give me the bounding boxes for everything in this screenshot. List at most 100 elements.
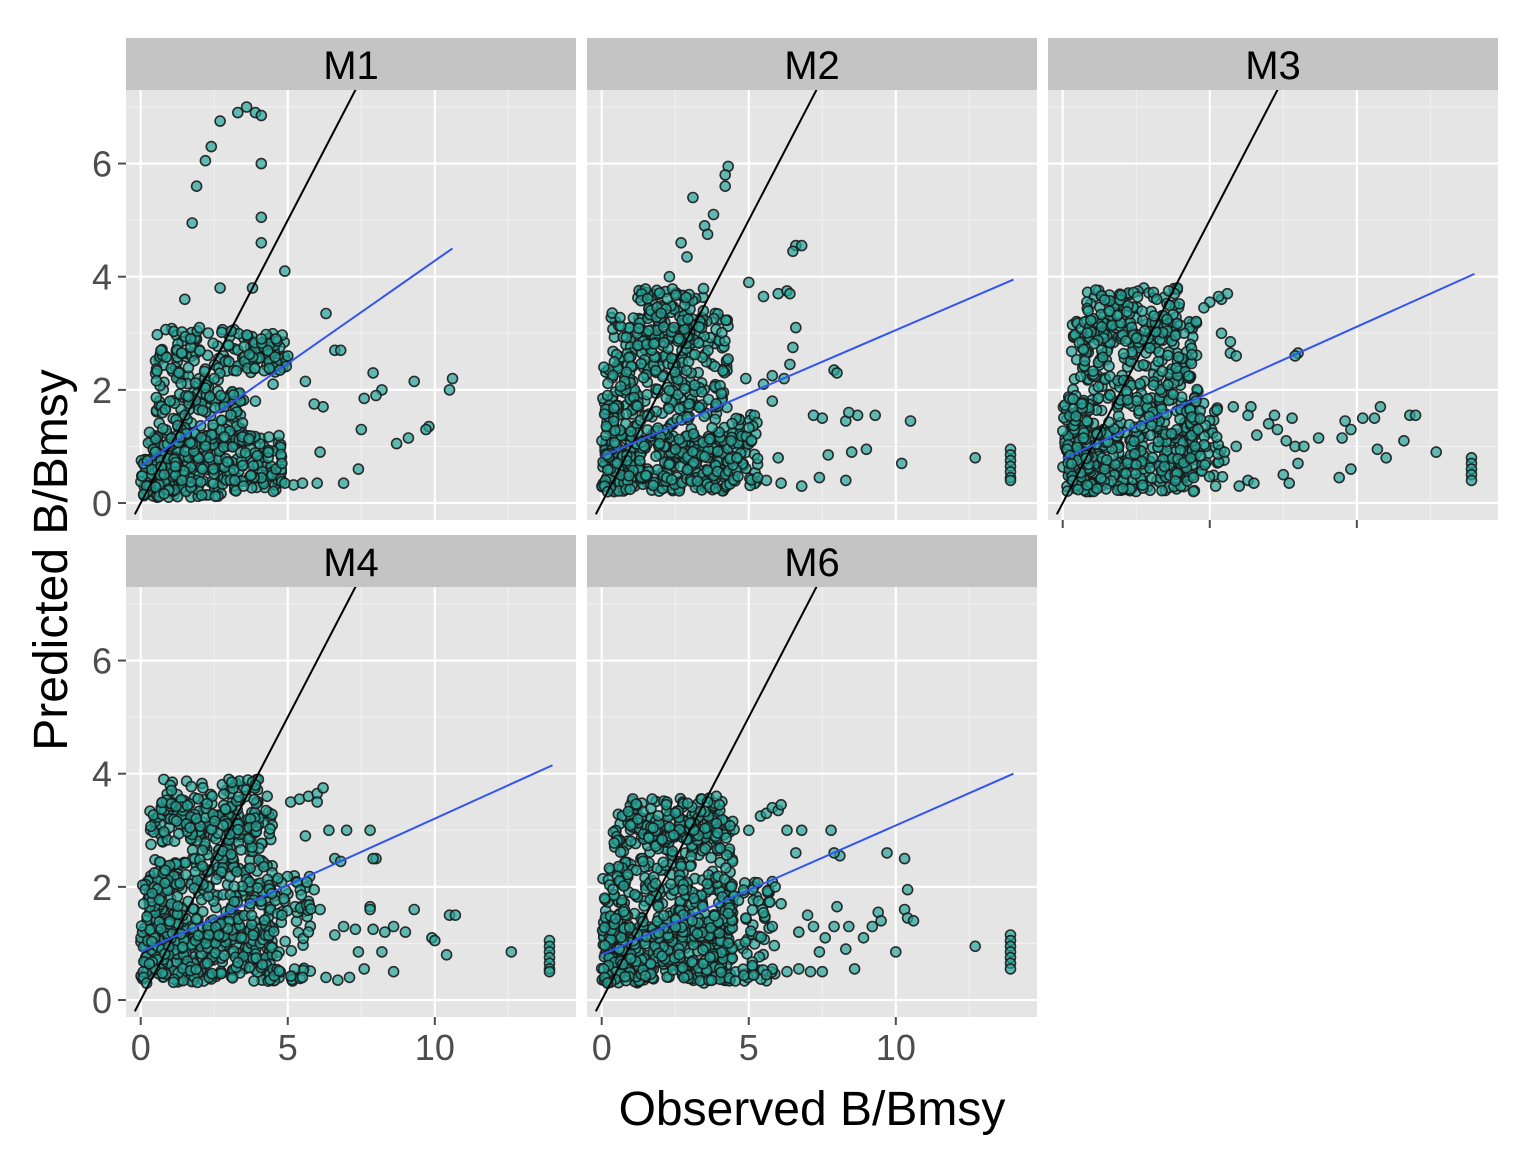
data-point	[1268, 409, 1281, 422]
data-point	[245, 909, 258, 922]
data-point	[697, 943, 709, 956]
data-point	[716, 326, 728, 339]
data-point	[1198, 301, 1210, 314]
data-point	[1336, 432, 1348, 444]
data-point	[232, 956, 244, 969]
data-point	[232, 106, 244, 119]
data-point	[267, 925, 280, 938]
data-point	[251, 882, 264, 894]
data-point	[261, 790, 274, 803]
data-point	[207, 419, 219, 431]
data-point	[839, 474, 852, 487]
data-point	[1211, 404, 1223, 416]
data-point	[866, 920, 879, 933]
data-point	[209, 490, 222, 503]
data-point	[637, 855, 649, 868]
data-point	[825, 824, 837, 837]
data-point	[1333, 471, 1345, 484]
data-point	[227, 389, 240, 401]
data-point	[258, 914, 271, 926]
data-point	[1398, 434, 1410, 447]
data-point	[1194, 412, 1206, 425]
data-point	[1182, 370, 1195, 382]
data-point	[1156, 365, 1168, 378]
data-point	[408, 903, 421, 916]
data-point	[1103, 305, 1116, 317]
data-point	[358, 963, 371, 975]
data-point	[328, 929, 341, 941]
data-point	[1137, 358, 1150, 371]
data-point	[710, 817, 723, 830]
data-point	[156, 796, 168, 809]
data-point	[685, 850, 698, 863]
data-point	[719, 180, 732, 192]
data-point	[1152, 435, 1165, 448]
data-point	[270, 333, 282, 345]
points-group	[595, 790, 1017, 989]
data-point	[795, 824, 808, 837]
data-point	[181, 799, 194, 812]
x-tick-label: 0	[592, 1027, 612, 1068]
data-point	[623, 469, 635, 482]
data-point	[171, 900, 184, 913]
data-point	[699, 822, 711, 835]
data-point	[141, 910, 153, 923]
data-point	[614, 846, 627, 858]
data-point	[620, 407, 633, 420]
data-point	[1117, 482, 1129, 495]
data-point	[1072, 483, 1084, 496]
data-point	[895, 457, 908, 470]
data-point	[159, 864, 172, 877]
data-point	[156, 967, 168, 980]
data-point	[257, 860, 270, 873]
data-point	[206, 967, 218, 980]
data-point	[262, 446, 275, 459]
data-point	[692, 337, 705, 350]
data-point	[669, 289, 682, 302]
data-point	[158, 825, 170, 838]
data-point	[228, 895, 240, 908]
data-point	[195, 489, 208, 502]
data-point	[1138, 325, 1151, 337]
data-point	[261, 344, 274, 357]
data-point	[642, 832, 655, 844]
data-point	[296, 971, 309, 984]
data-point	[249, 362, 261, 375]
data-point	[1112, 410, 1125, 422]
data-point	[739, 912, 752, 924]
data-point	[273, 429, 285, 442]
data-point	[689, 348, 701, 361]
data-point	[722, 937, 735, 949]
data-point	[218, 949, 230, 962]
data-point	[691, 927, 704, 940]
data-point	[449, 909, 462, 922]
data-point	[1130, 332, 1143, 344]
data-point	[248, 793, 260, 806]
data-point	[719, 862, 732, 874]
data-point	[236, 417, 249, 429]
data-point	[150, 374, 163, 387]
data-point	[320, 971, 332, 984]
facet-strip	[126, 38, 576, 90]
data-point	[244, 862, 256, 875]
data-point	[652, 900, 665, 913]
data-point	[631, 813, 644, 826]
data-point	[623, 921, 636, 934]
data-point	[787, 341, 799, 354]
data-point	[1121, 394, 1134, 406]
data-point	[143, 426, 156, 439]
data-point	[1147, 379, 1160, 392]
data-point	[746, 959, 759, 972]
data-point	[675, 237, 687, 249]
data-point	[245, 469, 257, 482]
data-point	[264, 823, 276, 835]
data-point	[816, 965, 829, 978]
data-point	[625, 425, 637, 438]
data-point	[446, 372, 459, 385]
data-point	[784, 287, 796, 300]
points-group	[1057, 282, 1478, 498]
data-point	[757, 906, 770, 919]
data-point	[340, 824, 353, 837]
data-point	[708, 910, 721, 922]
data-point	[632, 322, 645, 335]
